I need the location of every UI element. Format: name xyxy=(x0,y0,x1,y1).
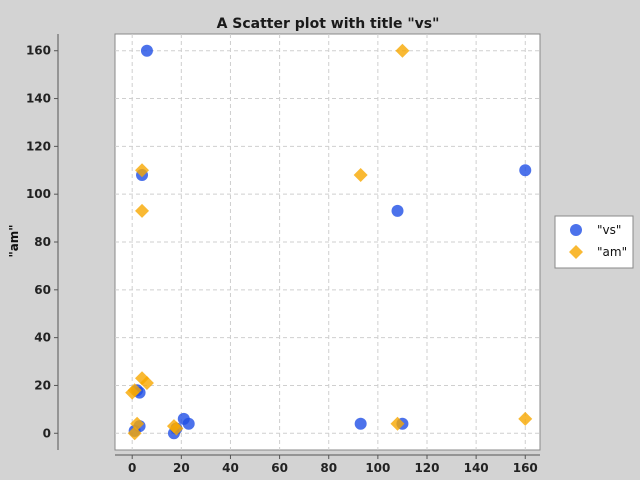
data-point-am xyxy=(139,376,154,391)
x-tick-label: 0 xyxy=(128,461,136,475)
x-tick-label: 120 xyxy=(414,461,439,475)
data-point-am xyxy=(127,426,142,441)
y-tick-label: 160 xyxy=(26,44,51,58)
legend-label-vs: "vs" xyxy=(597,223,621,237)
data-point-am xyxy=(130,416,145,431)
data-point-vs xyxy=(519,164,532,177)
legend: "vs" "am" xyxy=(554,215,634,269)
y-tick-labels: 0 20 40 60 80 100 120 140 160 xyxy=(26,44,51,441)
x-tick-label: 80 xyxy=(320,461,337,475)
y-tick-label: 120 xyxy=(26,139,51,153)
data-point-vs xyxy=(140,44,153,57)
grid-lines xyxy=(115,34,540,450)
x-tick-label: 20 xyxy=(173,461,190,475)
data-point-am xyxy=(353,168,368,183)
data-point-am xyxy=(135,163,150,178)
data-point-am xyxy=(390,416,405,431)
axes xyxy=(54,34,540,459)
data-point-am xyxy=(395,43,410,58)
y-tick-label: 80 xyxy=(34,235,51,249)
legend-marker-vs xyxy=(570,224,582,236)
y-tick-label: 20 xyxy=(34,378,51,392)
legend-box xyxy=(554,215,634,269)
data-point-vs xyxy=(354,417,367,430)
data-point-am xyxy=(169,421,184,436)
y-tick-label: 0 xyxy=(43,426,51,440)
legend-label-am: "am" xyxy=(597,245,627,259)
y-axis-label: "am" xyxy=(7,224,21,257)
data-point-am xyxy=(125,385,140,400)
x-tick-label: 160 xyxy=(513,461,538,475)
x-tick-label: 60 xyxy=(271,461,288,475)
x-tick-label: 100 xyxy=(365,461,390,475)
data-point-vs xyxy=(391,204,404,217)
y-tick-label: 40 xyxy=(34,331,51,345)
x-tick-label: 140 xyxy=(464,461,489,475)
x-tick-label: 40 xyxy=(222,461,239,475)
y-tick-label: 60 xyxy=(34,283,51,297)
data-point-am xyxy=(518,411,533,426)
chart-title: A Scatter plot with title "vs" xyxy=(217,16,440,32)
x-tick-labels: 0 20 40 60 80 100 120 140 160 xyxy=(128,461,538,475)
data-point-vs xyxy=(182,417,195,430)
data-point-am xyxy=(135,203,150,218)
data-points xyxy=(125,43,533,441)
y-tick-label: 100 xyxy=(26,187,51,201)
legend-marker-am xyxy=(569,245,583,259)
y-tick-label: 140 xyxy=(26,92,51,106)
